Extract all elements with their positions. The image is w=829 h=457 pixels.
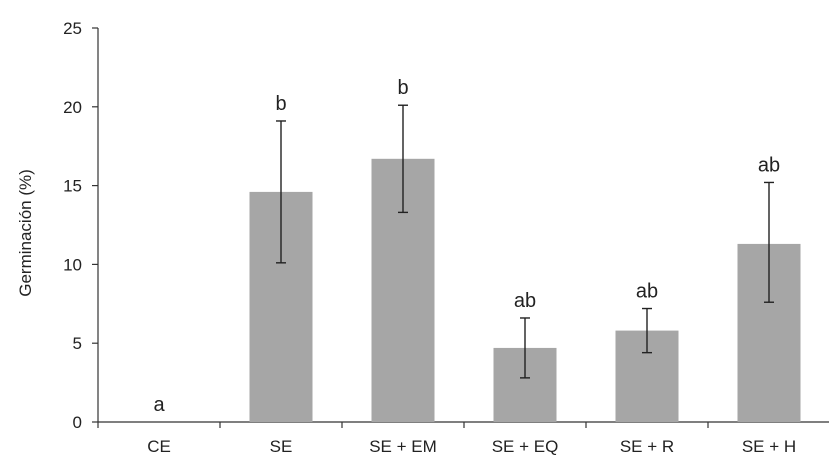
significance-label: ab <box>514 290 536 312</box>
significance-label: ab <box>758 154 780 176</box>
y-tick-label: 25 <box>63 19 82 38</box>
y-axis-title: Germinación (%) <box>16 169 35 297</box>
significance-label: b <box>275 93 286 115</box>
x-tick-label: SE <box>270 437 293 456</box>
y-axis: 0 5 10 15 20 25 <box>63 19 99 432</box>
significance-label: a <box>153 394 165 416</box>
x-tick-label: CE <box>147 437 171 456</box>
significance-label: ab <box>636 281 658 303</box>
x-tick-label: SE + R <box>620 437 674 456</box>
y-tick-label: 15 <box>63 177 82 196</box>
y-tick-label: 20 <box>63 98 82 117</box>
significance-label: b <box>397 77 408 99</box>
y-tick-label: 10 <box>63 255 82 274</box>
error-bars <box>276 104 774 379</box>
x-tick-label: SE + EM <box>369 437 437 456</box>
x-tick-label: SE + EQ <box>492 437 559 456</box>
y-tick-label: 5 <box>73 334 82 353</box>
x-tick-label: SE + H <box>742 437 796 456</box>
y-tick-label: 0 <box>73 413 82 432</box>
x-axis: CE SE SE + EM SE + EQ SE + R SE + H <box>97 421 829 456</box>
